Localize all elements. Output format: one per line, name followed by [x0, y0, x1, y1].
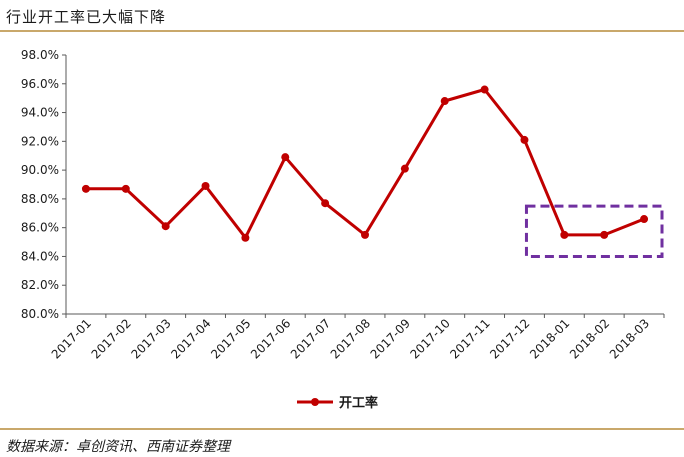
x-tick-label: 2017-10	[408, 316, 453, 361]
y-tick-label: 84.0%	[21, 249, 59, 263]
highlight-box	[524, 204, 664, 258]
x-tick-label: 2017-03	[128, 316, 173, 361]
data-point	[400, 164, 409, 173]
x-tick-label: 2017-04	[168, 316, 213, 361]
y-tick-label: 96.0%	[21, 77, 59, 91]
data-point	[81, 184, 90, 193]
y-tick-label: 92.0%	[21, 134, 59, 148]
data-point	[161, 222, 170, 231]
data-point	[600, 230, 609, 239]
bottom-rule	[0, 428, 684, 430]
chart-title: 行业开工率已大幅下降	[6, 8, 167, 26]
data-point	[201, 181, 210, 190]
x-tick-label: 2018-02	[567, 316, 612, 361]
x-tick-label: 2017-07	[288, 316, 333, 361]
y-tick-label: 88.0%	[21, 192, 59, 206]
y-tick-label: 94.0%	[21, 106, 59, 120]
series-line	[84, 88, 646, 240]
x-tick-label: 2017-01	[49, 316, 94, 361]
x-tick-label: 2017-06	[248, 316, 293, 361]
data-point	[640, 215, 649, 224]
data-point	[241, 233, 250, 242]
x-tick-label: 2017-05	[208, 316, 253, 361]
data-point	[440, 97, 449, 106]
legend-label: 开工率	[339, 395, 378, 411]
legend-marker	[311, 398, 319, 406]
y-tick-label: 82.0%	[21, 278, 59, 292]
x-tick-label: 2018-01	[527, 316, 572, 361]
data-point	[560, 230, 569, 239]
x-tick-label: 2017-11	[447, 316, 492, 361]
y-tick-label: 98.0%	[21, 48, 59, 62]
y-tick-label: 80.0%	[21, 307, 59, 321]
x-tick-label: 2017-08	[328, 316, 373, 361]
data-point	[520, 135, 529, 144]
data-point	[321, 199, 330, 208]
x-tick-label: 2017-09	[368, 316, 413, 361]
y-tick-label: 86.0%	[21, 221, 59, 235]
y-tick-label: 90.0%	[21, 163, 59, 177]
x-tick-label: 2017-12	[487, 316, 532, 361]
top-rule	[0, 30, 684, 32]
x-tick-label: 2017-02	[89, 316, 134, 361]
data-point	[480, 85, 489, 94]
x-tick-label: 2018-03	[607, 316, 652, 361]
line-chart: 80.0% 82.0% 84.0% 86.0% 88.0% 90.0% 92.0% 94.0%…	[21, 48, 665, 411]
data-point	[121, 184, 130, 193]
data-point	[361, 230, 369, 239]
data-source: 数据来源：卓创资讯、西南证券整理	[6, 439, 230, 455]
data-point	[281, 153, 290, 162]
